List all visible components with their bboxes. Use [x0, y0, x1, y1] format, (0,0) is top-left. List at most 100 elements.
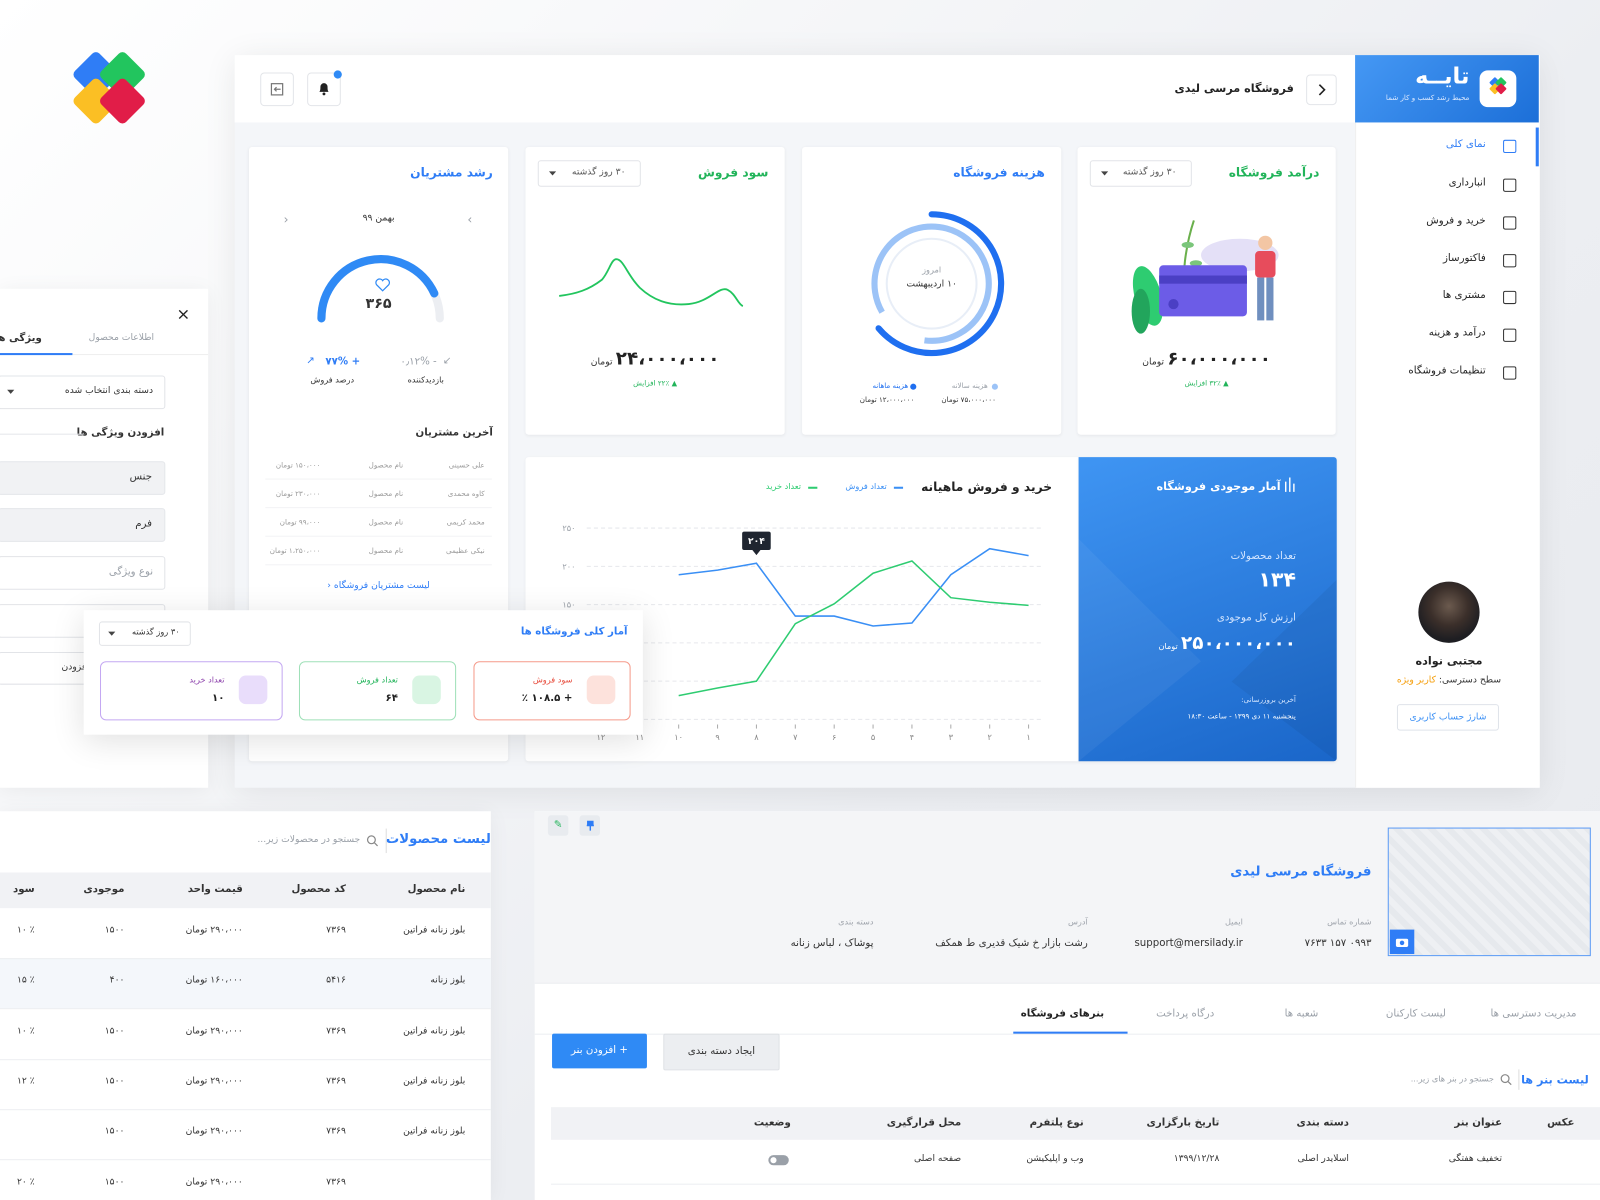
stat-icon [412, 675, 441, 705]
table-cell: ۱۵۰۰ [104, 1177, 125, 1188]
table-header-cell: سود [13, 883, 35, 895]
search-placeholder[interactable]: جستجو در بنر های زیر... [1410, 1074, 1494, 1084]
menu-item[interactable]: تنظیمات فروشگاه [1408, 365, 1486, 377]
divider [0, 433, 84, 435]
add-banner-button[interactable]: + افزودن بنر [552, 1033, 647, 1069]
legend-dot [910, 383, 917, 390]
notification-dot [333, 70, 342, 79]
tab[interactable]: بنرهای فروشگاه [1020, 1008, 1105, 1020]
menu-item[interactable]: خرید و فروش [1426, 215, 1486, 227]
legend-label: تعداد خرید [765, 481, 802, 491]
period-select[interactable]: ۳۰ روز گذشته [537, 160, 641, 187]
amount-row: ۶۰،۰۰۰،۰۰۰ تومان [1078, 348, 1336, 370]
stat-label: تعداد خرید [189, 675, 225, 685]
stats-title: آمار کلی فروشگاه ها [520, 626, 628, 638]
table-cell: ۷۳۶۹ [326, 1026, 346, 1037]
income-card: درآمد فروشگاه ۳۰ روز گذشته ۶۰،۰۰۰،۰۰۰ تو… [1077, 146, 1336, 435]
caret [548, 171, 557, 176]
stat-arrow: ↗ [306, 355, 315, 367]
field-value: ۰۹۹۳ ۱۵۷ ۷۶۳۳ [1304, 937, 1372, 949]
period-select[interactable]: ۳۰ روز گذشته [98, 621, 191, 646]
x-tick-label: ۲ [988, 732, 993, 742]
add-category-button[interactable]: ایجاد دسته بندی [663, 1033, 780, 1071]
access-level: کاربر ویژه [1396, 675, 1436, 686]
table-cell: ٪ ۱۰ [16, 925, 35, 936]
stat-label: تعداد فروش [356, 675, 398, 685]
input[interactable]: جنس [0, 461, 166, 495]
table-cell: ۷۳۶۹ [326, 1126, 346, 1137]
field-label: شماره تماس [1327, 917, 1372, 927]
brand-logo-icon [1489, 77, 1507, 95]
customer-cell: نام محصول [368, 461, 404, 470]
search-placeholder[interactable]: جستجو در محصولات زیر... [257, 834, 361, 845]
table-header-cell: نوع پلتفرم [1029, 1117, 1084, 1129]
customers-link[interactable]: لیست مشتریان فروشگاه ‹ [327, 580, 430, 591]
x-tick-label: ۹ [715, 732, 720, 742]
period: ۳۰ روز گذشته [571, 167, 626, 178]
menu-item[interactable]: نمای کلی [1445, 138, 1486, 151]
back-button[interactable] [1306, 74, 1337, 106]
table-cell: بلوز زنانه فراتین [403, 1076, 466, 1087]
store-name: فروشگاه مرسی لیدی [1174, 81, 1294, 95]
tab[interactable]: مدیریت دسترسی ها [1490, 1008, 1577, 1020]
x-tick-label: ۱ [1026, 732, 1030, 742]
input[interactable]: نوع ویژگی [0, 556, 166, 590]
tab[interactable]: درگاه پرداخت [1156, 1008, 1215, 1020]
edit-button[interactable]: ✎ [547, 815, 569, 836]
logout-icon [270, 83, 284, 96]
charge-button[interactable]: شارژ حساب کاربری [1396, 704, 1499, 731]
pin-button[interactable] [579, 815, 601, 836]
tab[interactable]: شعبه ها [1284, 1008, 1319, 1020]
bell-icon [319, 83, 329, 96]
section-title: افزودن ویژگی ها [76, 427, 165, 439]
stat-icon [238, 675, 268, 705]
access-label: سطح دسترسی: [1438, 675, 1502, 686]
menu-item[interactable]: انبارداری [1448, 177, 1486, 189]
row-line [0, 1008, 491, 1010]
table-cell: ٪ ۱۰ [16, 1026, 35, 1037]
table-cell: ۱۳۹۹/۱۲/۲۸ [1173, 1154, 1220, 1165]
stat-label: سود فروش [532, 675, 573, 685]
status-toggle[interactable] [768, 1155, 789, 1166]
prev-arrow[interactable]: ‹ [283, 212, 289, 227]
menu-item[interactable]: فاکتورساز [1443, 253, 1486, 265]
stat-icon [586, 675, 616, 705]
cover-image [1387, 827, 1591, 957]
unit: تومان [1158, 641, 1178, 652]
close-button[interactable]: × [176, 304, 191, 324]
tab[interactable]: لیست کارکنان [1385, 1008, 1446, 1020]
menu-icon [1503, 366, 1517, 380]
tab[interactable]: اطلاعات محصول [88, 332, 155, 343]
input[interactable]: فرم [0, 508, 166, 542]
table-cell: ۵۴۱۶ [326, 975, 346, 987]
menu-icon [1503, 290, 1517, 305]
tab-active[interactable]: ویژگی ها [0, 332, 42, 344]
stat-value: + ۱۰۸.۵ ٪ [521, 692, 573, 705]
next-arrow[interactable]: › [467, 212, 473, 227]
customer-cell: نیکی عظیمی [446, 546, 485, 556]
card-title: رشد مشتریان [410, 165, 493, 180]
table-header-cell: دسته بندی [1296, 1117, 1349, 1129]
customer-cell: محمد کریمی [446, 518, 485, 527]
series-line [678, 547, 1029, 627]
table-header-cell: محل قرارگیری [886, 1117, 962, 1129]
category-select[interactable]: دسته بندی انتخاب شده [0, 375, 166, 410]
amount: ۲۴،۰۰۰،۰۰۰ [615, 347, 720, 370]
user-name: مجتبی نواده [1415, 654, 1483, 668]
logout-button[interactable] [260, 72, 294, 107]
field-value: فرم [135, 518, 153, 530]
tab-underline [1013, 1031, 1128, 1034]
legend-value: ۱۲،۰۰۰،۰۰۰ تومان [859, 395, 915, 405]
camera-button[interactable] [1389, 929, 1415, 955]
field-value: جنس [129, 471, 153, 483]
inventory-card: آمار موجودی فروشگاه تعداد محصولات ۱۳۴ ار… [1078, 457, 1337, 762]
period-select[interactable]: ۳۰ روز گذشته [1089, 160, 1192, 187]
customer-cell: ۱۵۰،۰۰۰ تومان [275, 461, 321, 470]
menu-icon [1503, 139, 1517, 154]
menu-item[interactable]: مشتری ها [1442, 289, 1486, 302]
menu-item[interactable]: درآمد و هزینه [1428, 327, 1486, 339]
button-text: افزودن بنر [571, 1044, 617, 1057]
brand-tagline: محیط رشد کسب و کار شما [1385, 93, 1470, 103]
